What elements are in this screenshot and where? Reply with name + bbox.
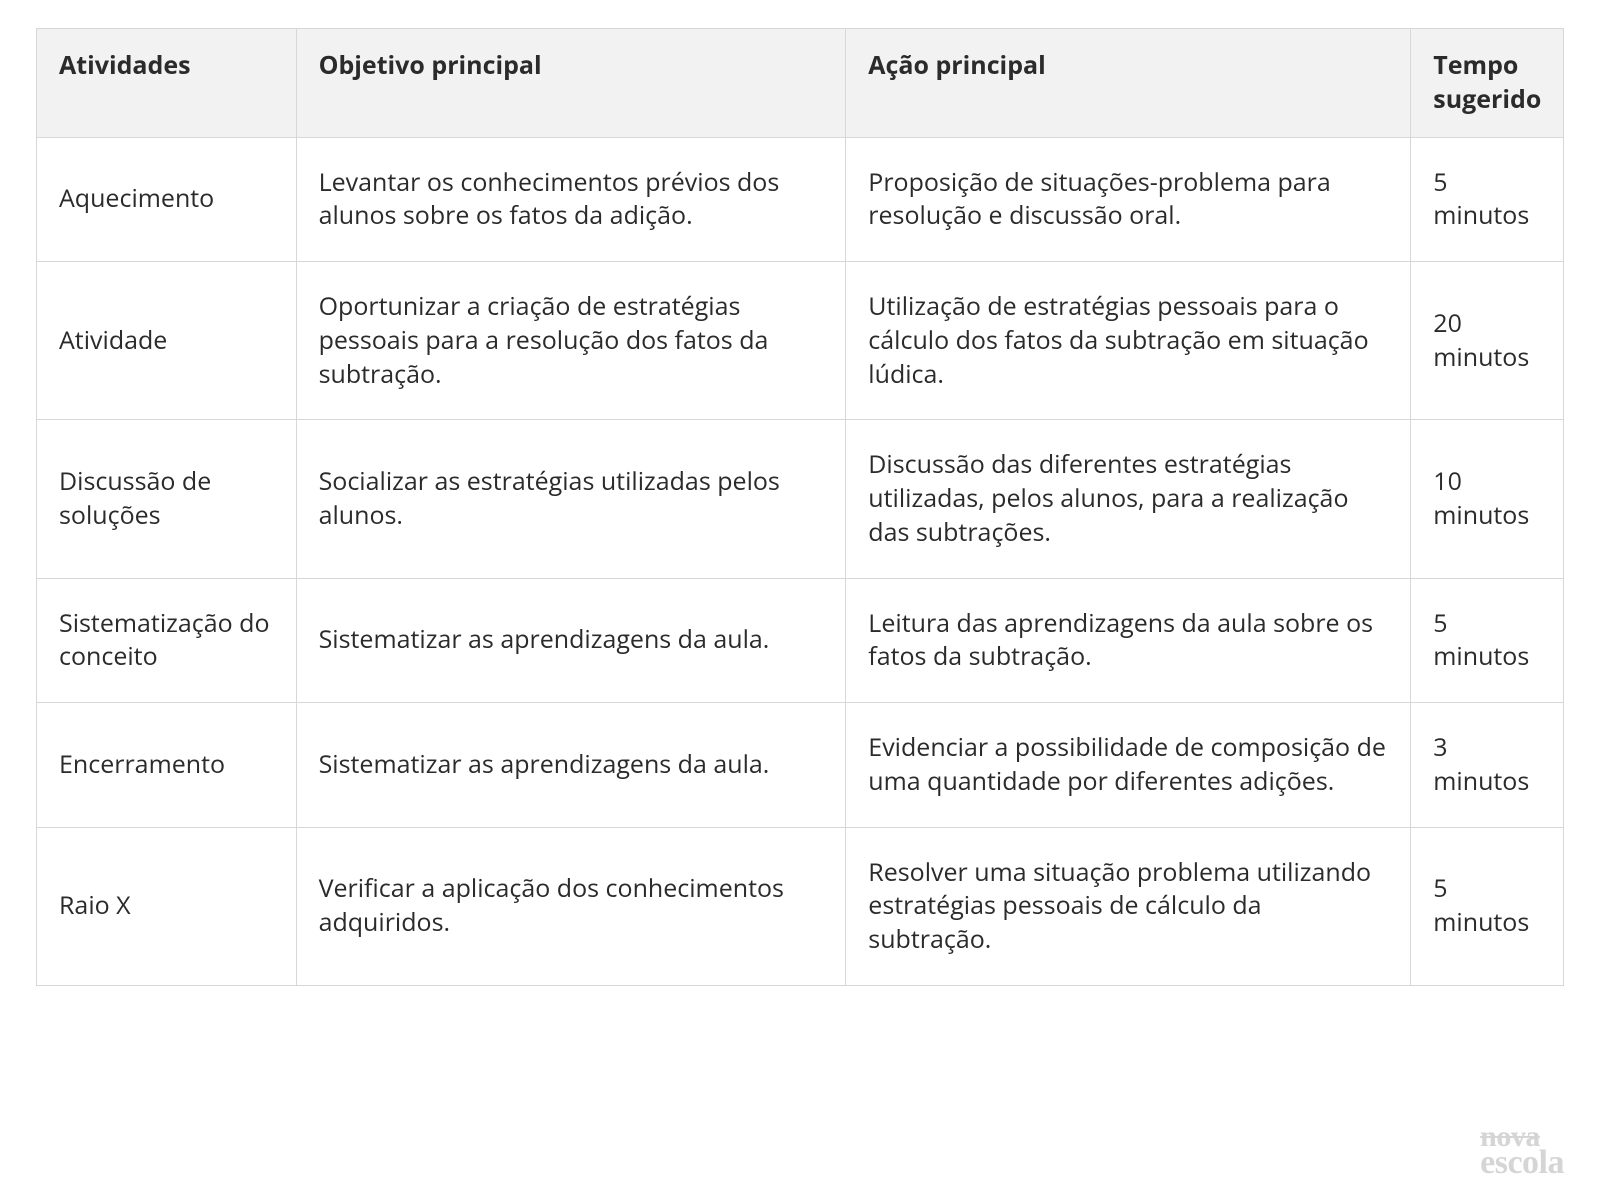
cell-time: 5 minutos xyxy=(1411,578,1564,703)
cell-time: 5 minutos xyxy=(1411,137,1564,262)
cell-activity: Discussão de soluções xyxy=(37,420,297,578)
lesson-plan-table: Atividades Objetivo principal Ação princ… xyxy=(36,28,1564,986)
cell-time: 5 minutos xyxy=(1411,827,1564,985)
cell-objective: Oportunizar a criação de estratégias pes… xyxy=(296,262,846,420)
table-row: Discussão de soluções Socializar as estr… xyxy=(37,420,1564,578)
table-row: Aquecimento Levantar os conhecimentos pr… xyxy=(37,137,1564,262)
cell-action: Evidenciar a possibilidade de composição… xyxy=(846,703,1411,828)
brand-logo: nova escola xyxy=(1480,1124,1564,1178)
brand-logo-line2: escola xyxy=(1480,1149,1564,1178)
cell-action: Leitura das aprendizagens da aula sobre … xyxy=(846,578,1411,703)
cell-activity: Encerramento xyxy=(37,703,297,828)
table-row: Sistematização do conceito Sistematizar … xyxy=(37,578,1564,703)
cell-time: 10 minutos xyxy=(1411,420,1564,578)
cell-activity: Atividade xyxy=(37,262,297,420)
col-header-objective: Objetivo principal xyxy=(296,29,846,138)
col-header-activity: Atividades xyxy=(37,29,297,138)
table-row: Encerramento Sistematizar as aprendizage… xyxy=(37,703,1564,828)
cell-objective: Sistematizar as aprendizagens da aula. xyxy=(296,578,846,703)
cell-activity: Raio X xyxy=(37,827,297,985)
cell-action: Discussão das diferentes estratégias uti… xyxy=(846,420,1411,578)
cell-action: Utilização de estratégias pessoais para … xyxy=(846,262,1411,420)
table-row: Raio X Verificar a aplicação dos conheci… xyxy=(37,827,1564,985)
cell-time: 20 minutos xyxy=(1411,262,1564,420)
cell-objective: Socializar as estratégias utilizadas pel… xyxy=(296,420,846,578)
cell-activity: Aquecimento xyxy=(37,137,297,262)
cell-objective: Verificar a aplicação dos conhecimentos … xyxy=(296,827,846,985)
table-row: Atividade Oportunizar a criação de estra… xyxy=(37,262,1564,420)
cell-activity: Sistematização do conceito xyxy=(37,578,297,703)
cell-action: Proposição de situações-problema para re… xyxy=(846,137,1411,262)
cell-time: 3 minutos xyxy=(1411,703,1564,828)
table-header-row: Atividades Objetivo principal Ação princ… xyxy=(37,29,1564,138)
cell-action: Resolver uma situação problema utilizand… xyxy=(846,827,1411,985)
col-header-action: Ação principal xyxy=(846,29,1411,138)
col-header-time: Tempo sugerido xyxy=(1411,29,1564,138)
cell-objective: Sistematizar as aprendizagens da aula. xyxy=(296,703,846,828)
cell-objective: Levantar os conhecimentos prévios dos al… xyxy=(296,137,846,262)
